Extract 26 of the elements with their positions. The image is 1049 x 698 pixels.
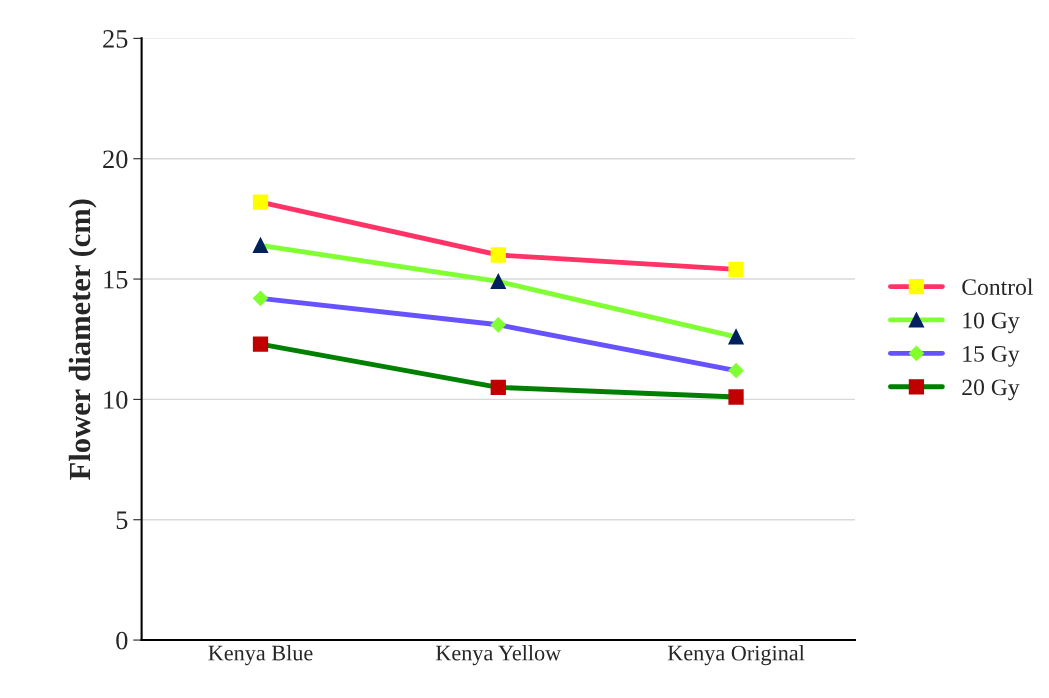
y-tick-label: 0	[116, 631, 128, 650]
point	[728, 389, 744, 405]
point	[490, 317, 506, 333]
y-tick-label: 25	[103, 30, 128, 48]
y-tick-label: 10	[104, 391, 128, 409]
legend-label: 10 Gy	[963, 312, 1020, 334]
point	[252, 336, 269, 352]
point	[728, 261, 744, 278]
legend-label: 20 Gy	[962, 379, 1020, 401]
point	[490, 379, 506, 396]
x-tick-label: Kenya Original	[667, 644, 805, 666]
y-tick-label: 20	[103, 150, 128, 169]
point	[252, 237, 269, 254]
point	[252, 194, 269, 210]
point	[252, 290, 269, 306]
y-tick-label: 15	[104, 270, 128, 289]
x-tick-label: Kenya Blue	[208, 644, 313, 666]
y-axis-title: Flower diameter (cm)	[68, 199, 97, 480]
point	[728, 362, 744, 379]
y-tick-label: 5	[116, 511, 128, 530]
point	[490, 273, 506, 290]
legend-label: 15 Gy	[963, 345, 1020, 367]
legend-label: Control	[962, 278, 1033, 296]
point	[728, 329, 744, 345]
x-tick-label: Kenya Yellow	[435, 644, 562, 666]
point	[490, 247, 506, 263]
